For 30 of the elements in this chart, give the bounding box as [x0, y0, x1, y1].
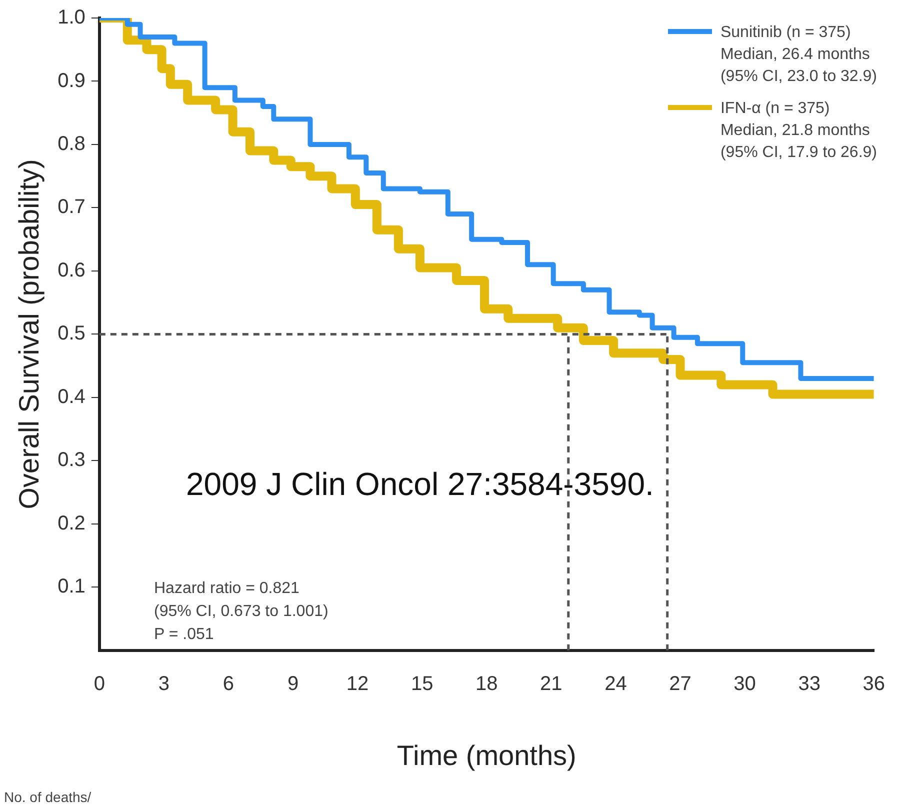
y-tick-label: 0.9 [58, 70, 86, 92]
x-tick-label: 21 [540, 672, 562, 695]
x-tick-label: 0 [94, 672, 105, 695]
y-tick-label: 0.2 [58, 512, 86, 534]
y-tick-label: 0.6 [58, 259, 86, 282]
y-tick-label: 0.4 [58, 386, 86, 408]
y-axis-title: Overall Survival (probability) [14, 159, 45, 510]
x-tick-label: 24 [604, 672, 627, 695]
x-tick-label: 33 [798, 672, 820, 695]
y-tick-label: 0.5 [58, 322, 86, 345]
y-tick-label: 0.1 [58, 576, 86, 598]
legend-label: Sunitinib (n = 375) Median, 26.4 months (95% CI, 23.0 to 32.9) [720, 23, 877, 87]
annotation: 2009 J Clin Oncol 27:3584-3590. [186, 466, 654, 502]
x-tick-label: 18 [476, 672, 498, 695]
x-axis-title: Time (months) [396, 740, 576, 771]
text: No. of deaths/ [4, 788, 92, 806]
y-tick-label: 0.3 [58, 449, 86, 472]
x-tick-label: 9 [287, 672, 299, 695]
legend-label: IFN-α (n = 375) Median, 21.8 months (95% CI, 17.9 to 26.9) [720, 99, 877, 163]
annotation: Hazard ratio = 0.821 (95% CI, 0.673 to 1.001) P = .051 [154, 579, 328, 645]
y-tick-label: 1.0 [58, 6, 86, 29]
y-tick-label: 0.7 [58, 196, 86, 218]
x-tick-label: 12 [346, 672, 369, 695]
x-tick-label: 6 [222, 672, 234, 695]
x-tick-label: 27 [669, 672, 692, 695]
x-tick-label: 3 [158, 672, 170, 695]
x-tick-label: 15 [410, 672, 434, 695]
x-tick-label: 30 [734, 672, 756, 695]
y-tick-label: 0.8 [58, 132, 86, 155]
x-tick-label: 36 [862, 672, 885, 695]
